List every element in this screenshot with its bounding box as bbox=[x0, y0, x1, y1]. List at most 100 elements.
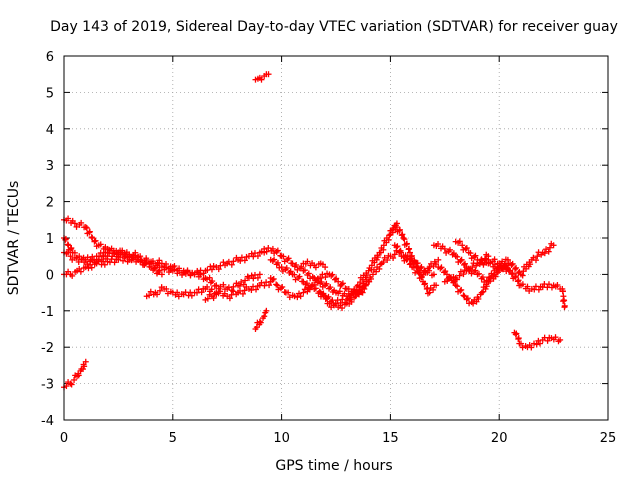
data-point-interp bbox=[154, 291, 161, 298]
data-point bbox=[459, 242, 466, 249]
data-point-interp bbox=[322, 274, 329, 281]
data-point bbox=[82, 224, 89, 231]
series-arc-n bbox=[317, 247, 437, 312]
data-point-interp bbox=[266, 282, 273, 289]
data-point-interp bbox=[453, 276, 460, 283]
data-point-interp bbox=[101, 261, 108, 268]
data-point-interp bbox=[68, 381, 75, 388]
data-point-interp bbox=[533, 341, 540, 348]
data-point-interp bbox=[305, 270, 312, 277]
data-point-interp bbox=[241, 287, 248, 294]
data-point-interp bbox=[318, 278, 325, 285]
series-arc-f bbox=[143, 278, 274, 302]
data-point-interp bbox=[74, 254, 81, 261]
data-point-interp bbox=[460, 271, 467, 278]
data-point bbox=[71, 220, 78, 227]
data-point bbox=[269, 245, 276, 252]
data-point-interp bbox=[304, 258, 311, 265]
data-point-interp bbox=[197, 271, 204, 278]
data-point-interp bbox=[404, 255, 411, 262]
data-point-interp bbox=[422, 269, 429, 276]
data-point-interp bbox=[448, 277, 455, 284]
y-tick-label: 0 bbox=[46, 268, 54, 283]
data-point bbox=[82, 264, 89, 271]
data-point bbox=[89, 235, 96, 241]
data-point-interp bbox=[319, 291, 326, 298]
data-point-interp bbox=[456, 272, 463, 279]
series-arc-h bbox=[252, 71, 272, 83]
data-point-interp bbox=[274, 259, 281, 266]
data-point-interp bbox=[91, 238, 98, 245]
data-point-interp bbox=[156, 260, 163, 267]
data-point-interp bbox=[208, 286, 215, 293]
y-axis-label: SDTVAR / TECUs bbox=[6, 181, 22, 296]
data-point-interp bbox=[508, 271, 515, 278]
data-point bbox=[470, 300, 477, 307]
data-point-interp bbox=[269, 276, 276, 283]
data-point-interp bbox=[509, 270, 516, 277]
data-point-interp bbox=[469, 264, 476, 271]
data-point-interp bbox=[163, 264, 170, 271]
y-tick-label: 1 bbox=[46, 232, 54, 247]
data-point-interp bbox=[320, 290, 327, 297]
data-point-interp bbox=[69, 272, 76, 279]
series-arc-p bbox=[391, 242, 442, 278]
data-point-interp bbox=[217, 288, 224, 295]
chart-title: Day 143 of 2019, Sidereal Day-to-day VTE… bbox=[50, 19, 618, 35]
data-point-interp bbox=[475, 270, 482, 277]
data-point-interp bbox=[298, 263, 305, 270]
data-point-interp bbox=[374, 254, 381, 261]
axis-ticks: 0 5 10 15 20 25 -4 -3 -2 -1 0 1 2 3 4 5 6 bbox=[41, 50, 616, 446]
data-point-interp bbox=[512, 266, 519, 273]
data-point-interp bbox=[210, 263, 217, 270]
data-point-interp bbox=[254, 253, 261, 260]
data-point-interp bbox=[204, 283, 211, 290]
data-point-interp bbox=[271, 256, 278, 263]
data-point-interp bbox=[362, 281, 369, 288]
data-point-interp bbox=[329, 297, 336, 304]
data-point-interp bbox=[283, 265, 290, 272]
data-point bbox=[148, 264, 155, 271]
data-point-interp bbox=[132, 252, 139, 259]
data-point-interp bbox=[81, 363, 88, 370]
data-point bbox=[400, 235, 407, 241]
data-point bbox=[213, 291, 220, 298]
data-point bbox=[291, 293, 298, 300]
data-point-interp bbox=[462, 245, 469, 252]
gridlines bbox=[64, 56, 608, 420]
data-point bbox=[550, 242, 557, 249]
data-point-interp bbox=[433, 261, 440, 268]
data-point bbox=[256, 271, 263, 278]
data-point-interp bbox=[91, 259, 98, 266]
series-arc-l bbox=[267, 270, 368, 301]
data-point-interp bbox=[210, 295, 217, 302]
data-point-interp bbox=[472, 267, 479, 274]
data-point-interp bbox=[296, 273, 303, 280]
data-point-interp bbox=[323, 295, 330, 302]
data-point-interp bbox=[559, 288, 566, 295]
data-point bbox=[213, 282, 220, 289]
data-point bbox=[335, 278, 342, 285]
data-point-interp bbox=[253, 286, 260, 293]
data-point-interp bbox=[454, 283, 461, 290]
data-point-interp bbox=[316, 288, 323, 295]
data-point-interp bbox=[75, 372, 82, 379]
data-point-interp bbox=[479, 274, 486, 281]
data-point-interp bbox=[263, 248, 270, 255]
data-point-interp bbox=[241, 257, 248, 264]
data-point-interp bbox=[442, 268, 449, 275]
data-point bbox=[300, 289, 307, 296]
data-point-interp bbox=[348, 298, 355, 305]
data-point-interp bbox=[338, 281, 345, 288]
data-point bbox=[557, 336, 564, 343]
data-point-interp bbox=[339, 280, 346, 287]
data-point bbox=[487, 275, 494, 282]
data-point-interp bbox=[535, 286, 542, 293]
data-point bbox=[158, 271, 165, 278]
y-tick-label: -2 bbox=[41, 341, 54, 356]
data-point-interp bbox=[257, 319, 264, 326]
plot-frame bbox=[63, 55, 609, 421]
data-point-interp bbox=[554, 282, 561, 289]
x-tick-label: 15 bbox=[382, 431, 399, 446]
data-point bbox=[82, 358, 89, 365]
